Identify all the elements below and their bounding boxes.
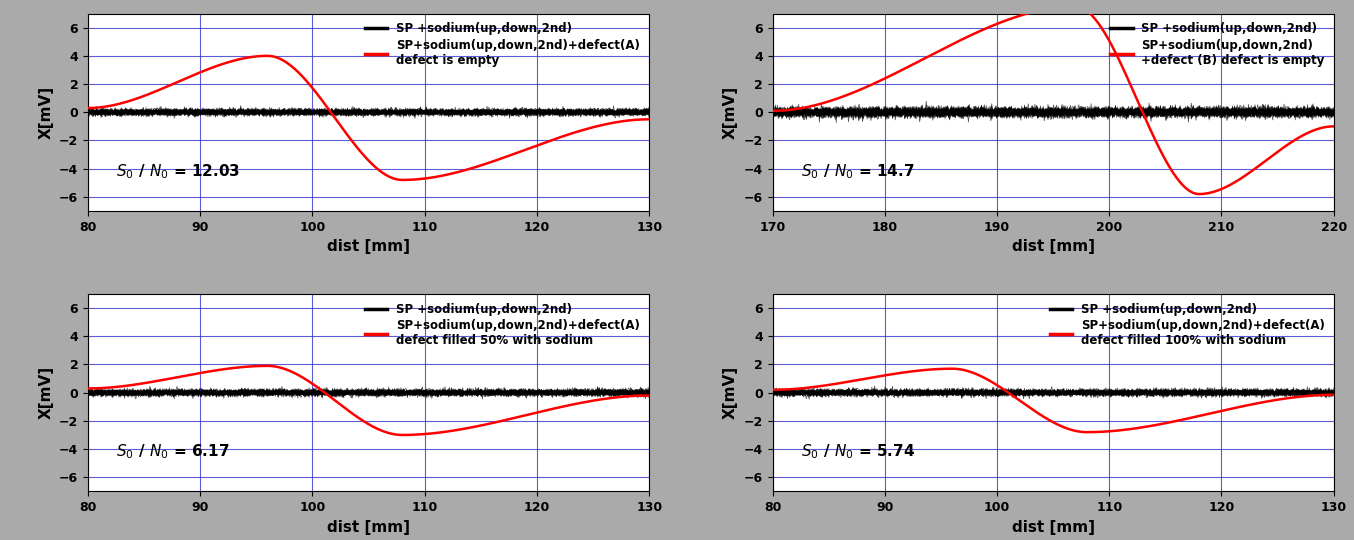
X-axis label: dist [mm]: dist [mm] (1011, 239, 1094, 254)
X-axis label: dist [mm]: dist [mm] (1011, 519, 1094, 535)
Y-axis label: X[mV]: X[mV] (723, 86, 738, 139)
X-axis label: dist [mm]: dist [mm] (328, 519, 410, 535)
Text: $S_0$ / $N_0$ = 12.03: $S_0$ / $N_0$ = 12.03 (116, 162, 240, 181)
Legend: SP +sodium(up,down,2nd), SP+sodium(up,down,2nd)+defect(A)
defect filled 50% with: SP +sodium(up,down,2nd), SP+sodium(up,do… (362, 300, 643, 350)
Y-axis label: X[mV]: X[mV] (723, 366, 738, 419)
Y-axis label: X[mV]: X[mV] (38, 366, 53, 419)
Text: $S_0$ / $N_0$ = 14.7: $S_0$ / $N_0$ = 14.7 (800, 162, 914, 181)
Text: $S_0$ / $N_0$ = 6.17: $S_0$ / $N_0$ = 6.17 (116, 443, 230, 461)
Legend: SP +sodium(up,down,2nd), SP+sodium(up,down,2nd)+defect(A)
defect filled 100% wit: SP +sodium(up,down,2nd), SP+sodium(up,do… (1047, 300, 1328, 350)
Legend: SP +sodium(up,down,2nd), SP+sodium(up,down,2nd)+defect(A)
defect is empty: SP +sodium(up,down,2nd), SP+sodium(up,do… (362, 19, 643, 70)
X-axis label: dist [mm]: dist [mm] (328, 239, 410, 254)
Text: $S_0$ / $N_0$ = 5.74: $S_0$ / $N_0$ = 5.74 (800, 443, 915, 461)
Y-axis label: X[mV]: X[mV] (38, 86, 53, 139)
Legend: SP +sodium(up,down,2nd), SP+sodium(up,down,2nd)
+defect (B) defect is empty: SP +sodium(up,down,2nd), SP+sodium(up,do… (1108, 19, 1328, 70)
